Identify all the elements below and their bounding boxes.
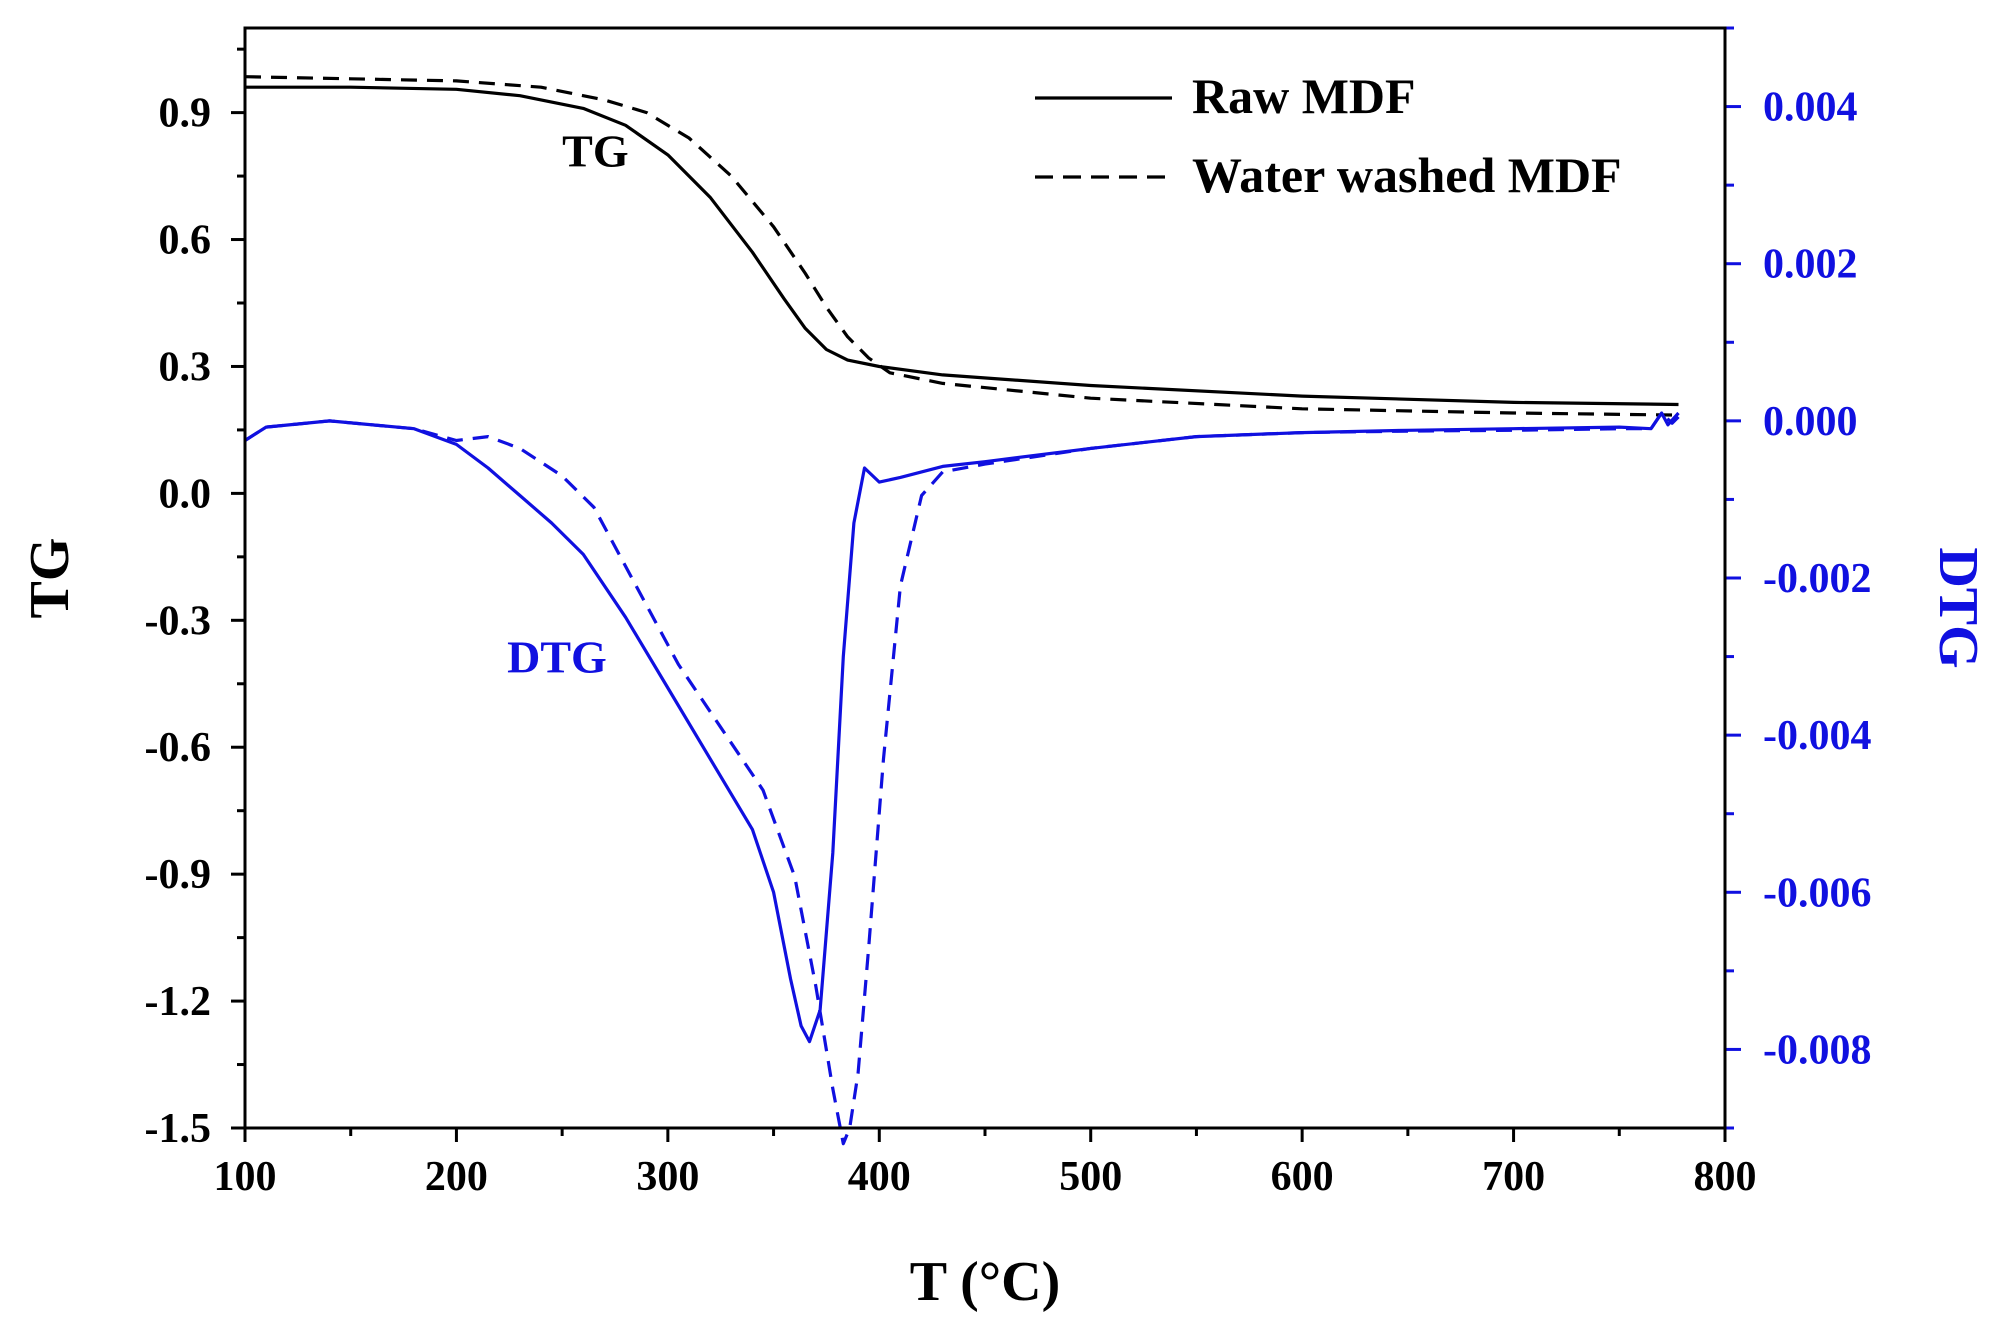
right-y-axis: -0.008 -0.006 -0.004 -0.002 0.000 0.002 0.004 <box>1723 26 1872 1130</box>
tg-water-washed-mdf-line <box>244 75 1679 417</box>
left-y-axis-label: TG <box>19 538 81 619</box>
x-tick-label: 700 <box>1482 1154 1545 1200</box>
x-tick-label: 400 <box>848 1154 911 1200</box>
right-y-tick-label: 0.004 <box>1763 85 1858 131</box>
legend-label-water-washed-mdf: Water washed MDF <box>1192 147 1622 203</box>
left-y-tick-label: -0.3 <box>145 598 212 644</box>
left-y-tick-label: 0.3 <box>159 344 212 390</box>
x-tick-label: 500 <box>1059 1154 1122 1200</box>
right-y-tick-label: -0.004 <box>1763 713 1872 759</box>
right-y-tick-label: 0.002 <box>1763 242 1858 288</box>
right-y-tick-label: -0.008 <box>1763 1027 1872 1073</box>
left-y-tick-label: -0.9 <box>145 852 212 898</box>
tg-raw-mdf-line <box>245 85 1679 407</box>
dtg-raw-mdf-line <box>244 411 1680 1044</box>
right-y-tick-label: -0.002 <box>1763 556 1872 602</box>
plot-frame <box>243 26 1727 1130</box>
left-y-axis: -1.5 -1.2 -0.9 -0.6 -0.3 0.0 0.3 0.6 0.9 <box>145 47 245 1152</box>
x-tick-label: 100 <box>214 1154 277 1200</box>
legend: Raw MDF Water washed MDF <box>1035 68 1622 203</box>
left-y-tick-label: -0.6 <box>145 725 212 771</box>
left-y-tick-label: 0.6 <box>159 218 212 264</box>
x-axis: 100 200 300 400 500 600 700 800 <box>214 1128 1757 1200</box>
dtg-water-washed-mdf-line <box>244 411 1680 1146</box>
x-tick-label: 600 <box>1271 1154 1334 1200</box>
left-y-tick-label: 0.0 <box>159 471 212 517</box>
x-tick-label: 300 <box>636 1154 699 1200</box>
legend-label-raw-mdf: Raw MDF <box>1192 68 1416 124</box>
right-y-tick-label: 0.000 <box>1763 399 1858 445</box>
annotation-dtg: DTG <box>507 632 607 683</box>
right-y-tick-label: -0.006 <box>1763 870 1872 916</box>
x-tick-label: 200 <box>425 1154 488 1200</box>
left-y-tick-label: -1.5 <box>145 1106 212 1152</box>
x-axis-label: T (°C) <box>910 1251 1060 1313</box>
right-y-axis-label: DTG <box>1927 547 1989 668</box>
annotation-tg: TG <box>562 126 628 177</box>
series-layer <box>244 75 1680 1146</box>
x-tick-label: 800 <box>1694 1154 1757 1200</box>
left-y-tick-label: -1.2 <box>145 979 212 1025</box>
left-y-tick-label: 0.9 <box>159 91 212 137</box>
